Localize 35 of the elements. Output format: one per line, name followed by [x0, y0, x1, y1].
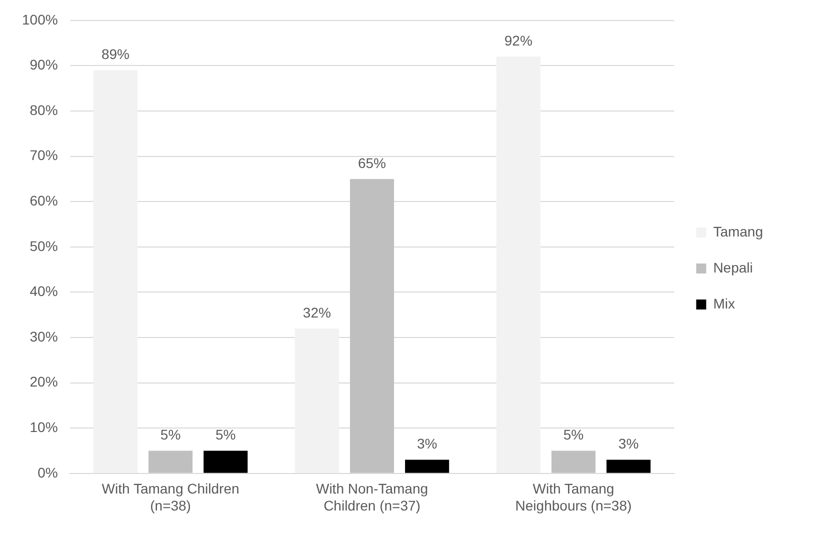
- text: 5%: [215, 426, 236, 443]
- text: 89%: [101, 46, 130, 62]
- bar: [496, 56, 540, 473]
- y-tick-label: 20%: [30, 374, 58, 390]
- bar: [606, 460, 651, 473]
- x-tick-label: With Non-Tamang Children (n=37): [316, 480, 428, 514]
- legend-label: Tamang: [713, 223, 764, 240]
- y-tick-label: 100%: [22, 11, 58, 28]
- legend-label: Nepali: [713, 259, 753, 276]
- text: 92%: [504, 32, 532, 48]
- y-tick-label: 50%: [30, 238, 58, 254]
- y-tick-label: 30%: [30, 328, 58, 344]
- bar: [405, 460, 450, 473]
- y-tick-label: 60%: [30, 192, 58, 208]
- x-tick-label: With Tamang Neighbours (n=38): [515, 480, 632, 514]
- bar: [350, 178, 394, 473]
- y-tick-label: 70%: [30, 147, 58, 164]
- x-tick-label: With Tamang Children (n=38): [102, 480, 240, 514]
- y-tick-label: 10%: [30, 418, 58, 435]
- bar: [148, 450, 193, 473]
- bar: [551, 450, 596, 473]
- bar: [294, 328, 339, 473]
- y-tick-label: 80%: [30, 102, 58, 118]
- text: 3%: [416, 436, 438, 452]
- y-tick-label: 90%: [30, 56, 58, 73]
- legend-label: Mix: [713, 295, 735, 312]
- text: 32%: [302, 304, 331, 320]
- y-tick-label: 0%: [38, 464, 58, 480]
- text: 3%: [618, 436, 639, 452]
- bar: [93, 70, 138, 473]
- text: 5%: [160, 426, 181, 443]
- y-tick-label: 40%: [30, 283, 58, 300]
- text: 5%: [563, 426, 584, 443]
- text: 65%: [358, 154, 386, 171]
- bar: [204, 450, 248, 473]
